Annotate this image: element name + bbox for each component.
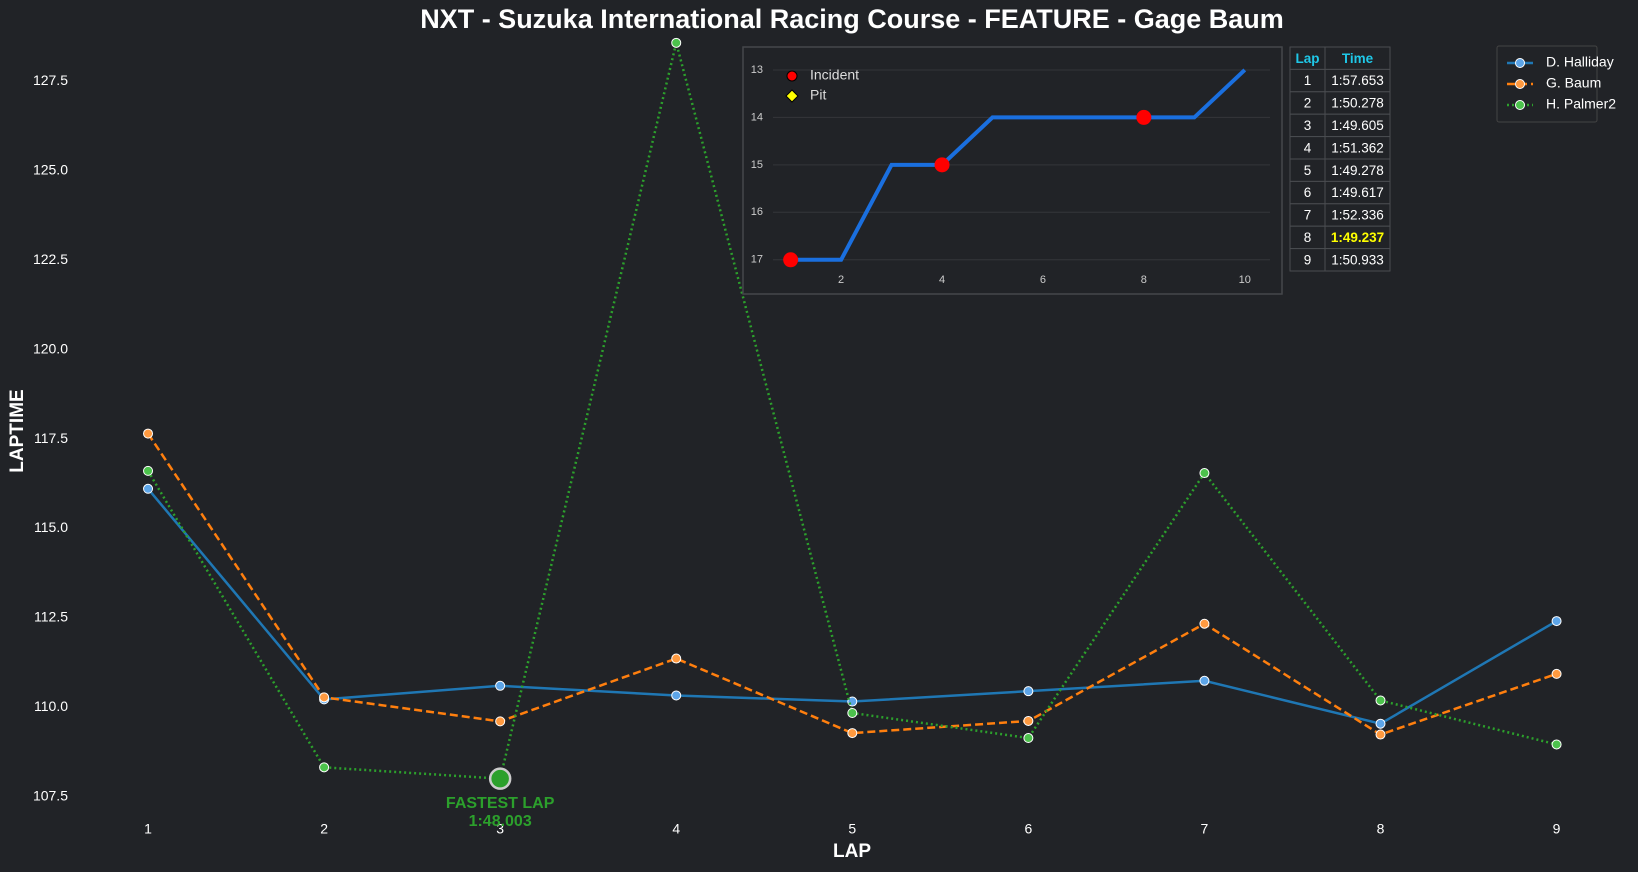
legend-label: H. Palmer2 [1546,96,1616,112]
legend-marker [1515,58,1525,68]
table-text: Time [1342,51,1374,66]
x-axis-label: LAP [833,841,871,862]
data-point [1375,695,1386,706]
y-axis-label: LAPTIME [7,389,28,472]
data-point [495,716,506,727]
data-point [1199,675,1210,686]
data-point [1199,468,1210,479]
x-tick-label: 2 [320,821,328,837]
x-tick-label: 6 [1024,821,1032,837]
data-point [143,428,154,439]
legend-marker [1515,100,1525,110]
data-point [1199,618,1210,629]
table-text: 3 [1304,118,1312,133]
table-text: 8 [1304,230,1312,245]
data-point [1023,715,1034,726]
x-tick-label: 9 [1553,821,1561,837]
table-text: Lap [1295,51,1319,66]
data-point [1551,739,1562,750]
y-tick-label: 122.5 [33,251,68,267]
x-tick-label: 4 [672,821,680,837]
data-point [1551,668,1562,679]
y-tick-label: 117.5 [34,430,68,446]
y-tick-label: 115.0 [34,519,68,535]
table-text: 6 [1304,185,1312,200]
y-tick-label: 16 [751,206,763,218]
data-point [1375,729,1386,740]
table-text: 1 [1304,73,1312,88]
table-text: 1:49.237 [1331,230,1384,245]
table-text: 1:52.336 [1331,208,1384,223]
x-tick-label: 4 [939,274,945,286]
data-point [495,680,506,691]
data-point [847,728,858,739]
x-tick-label: 3 [496,821,504,837]
y-tick-label: 14 [751,111,763,123]
incident-marker [1136,109,1152,125]
x-tick-label: 7 [1201,821,1209,837]
incident-marker [783,252,799,268]
x-tick-label: 1 [144,821,152,837]
table-text: 9 [1304,252,1312,267]
y-tick-label: 125.0 [33,162,68,178]
x-tick-label: 8 [1377,821,1385,837]
incident-marker [934,157,950,173]
series-line [146,432,1557,736]
data-point [143,465,154,476]
y-tick-label: 120.0 [33,340,68,356]
y-tick-label: 110.0 [34,698,68,714]
table-text: 2 [1304,96,1312,111]
legend-label: D. Halliday [1546,54,1614,70]
fastest-lap-marker [488,767,512,790]
data-point [671,37,682,48]
data-point [319,762,330,773]
table-text: 5 [1304,163,1312,178]
legend-marker [1515,79,1525,89]
chart-title: NXT - Suzuka International Racing Course… [420,4,1284,34]
legend-marker [785,89,799,103]
table-text: 1:49.278 [1331,163,1384,178]
legend-marker [786,70,798,82]
annotation: FASTEST LAP [446,795,555,812]
x-tick-label: 2 [838,274,844,286]
table-text: 1:49.617 [1331,185,1384,200]
data-point [143,483,154,494]
data-point [1023,733,1034,744]
x-tick-label: 10 [1239,274,1251,286]
x-tick-label: 8 [1141,274,1147,286]
legend-label: Incident [810,67,859,83]
legend-label: Pit [810,87,826,103]
table-text: 1:51.362 [1331,140,1384,155]
data-point [671,690,682,701]
y-tick-label: 112.5 [34,609,68,625]
data-point [1375,718,1386,729]
table-text: 1:49.605 [1331,118,1384,133]
x-tick-label: 6 [1040,274,1046,286]
y-tick-label: 17 [751,254,763,266]
y-tick-label: 107.5 [33,787,68,803]
y-tick-label: 15 [751,159,763,171]
data-point [1023,686,1034,697]
table-text: 1:50.278 [1331,96,1384,111]
inset-panel [742,46,1283,295]
x-tick-label: 5 [848,821,856,837]
table-cell [1324,248,1391,272]
data-point [319,692,330,703]
data-point [671,653,682,664]
annotation: 1:48.003 [469,813,532,830]
table-text: 1:57.653 [1331,73,1384,88]
y-tick-label: 127.5 [33,72,68,88]
table-text: 1:50.933 [1331,252,1384,267]
data-point [1551,616,1562,627]
series-line [790,68,1247,262]
legend-label: G. Baum [1546,75,1601,91]
table-text: 7 [1304,208,1312,223]
y-tick-label: 13 [751,64,763,76]
data-point [847,707,858,718]
table-text: 4 [1304,140,1312,155]
